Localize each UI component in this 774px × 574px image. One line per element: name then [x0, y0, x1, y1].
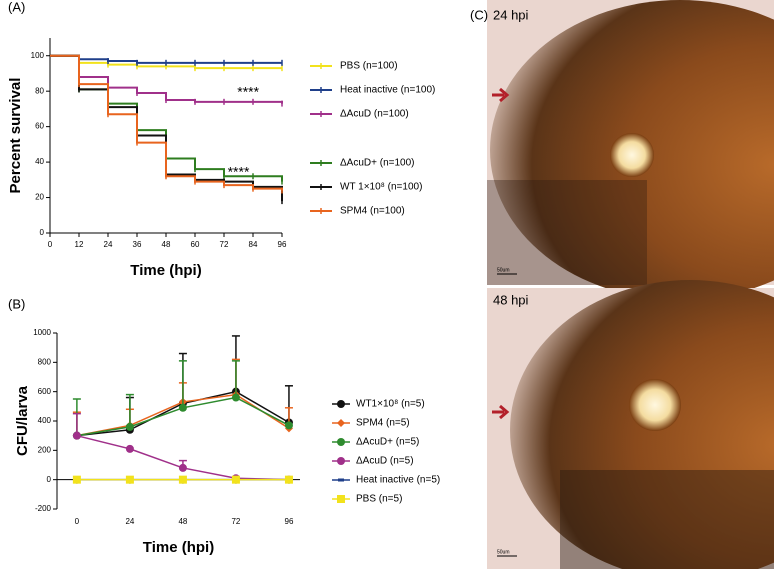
x-tick-label: 48 — [178, 517, 187, 526]
x-tick-label: 0 — [75, 517, 80, 526]
legend-label: WT1×10⁸ (n=5) — [356, 399, 425, 410]
legend-label: Heat inactive (n=100) — [340, 85, 435, 96]
x-tick-label: 24 — [104, 240, 113, 249]
legend-label: ΔAcuD (n=100) — [340, 109, 409, 120]
y-tick-label: 600 — [38, 387, 52, 396]
legend-label: PBS (n=100) — [340, 61, 398, 72]
scale-label: 50um — [497, 267, 510, 273]
point — [231, 475, 240, 484]
annotation: **** — [237, 84, 259, 100]
shadow — [487, 180, 647, 285]
arrow — [492, 404, 510, 420]
legend-label: SPM4 (n=100) — [340, 206, 405, 217]
y-tick-label: 20 — [35, 193, 44, 202]
legend-marker — [337, 438, 345, 446]
x-tick-label: 12 — [75, 240, 84, 249]
legend-label: Heat inactive (n=5) — [356, 475, 440, 486]
arrow — [492, 87, 510, 103]
panel-label: (B) — [8, 296, 25, 311]
y-tick-label: 400 — [38, 416, 52, 425]
point — [231, 393, 240, 402]
point — [72, 475, 81, 484]
legend-marker — [337, 419, 345, 427]
panel-label: (C) — [470, 7, 488, 22]
x-axis-title: Time (hpi) — [130, 262, 201, 279]
panel-c: (C) 24 hpi 48 hpi 50um 50um — [470, 0, 774, 574]
legend-marker — [337, 495, 345, 503]
legend-label: ΔAcuD+ (n=5) — [356, 437, 419, 448]
panel-label: (A) — [8, 0, 25, 14]
point — [178, 403, 187, 412]
x-tick-label: 72 — [231, 517, 240, 526]
y-axis-title: Percent survival — [7, 78, 24, 194]
y-tick-label: 200 — [38, 445, 52, 454]
point — [72, 431, 81, 440]
point — [125, 422, 134, 431]
y-tick-label: 1000 — [33, 328, 51, 337]
y-tick-label: 800 — [38, 357, 52, 366]
legend-label: WT 1×10⁸ (n=100) — [340, 182, 422, 193]
x-tick-label: 96 — [278, 240, 287, 249]
legend-label: SPM4 (n=5) — [356, 418, 410, 429]
y-tick-label: -200 — [35, 504, 52, 513]
y-tick-label: 40 — [35, 157, 44, 166]
x-tick-label: 36 — [133, 240, 142, 249]
scale-label: 50um — [497, 549, 510, 555]
legend-marker — [337, 457, 345, 465]
x-tick-label: 24 — [125, 517, 134, 526]
point — [125, 475, 134, 484]
x-tick-label: 84 — [249, 240, 258, 249]
eye — [610, 133, 654, 177]
image-label: 48 hpi — [493, 292, 529, 307]
shadow — [560, 470, 774, 569]
legend-label: PBS (n=5) — [356, 494, 402, 505]
x-tick-label: 60 — [191, 240, 200, 249]
eye — [629, 379, 681, 431]
y-tick-label: 100 — [31, 51, 45, 60]
annotation: **** — [228, 163, 250, 179]
x-tick-label: 96 — [285, 517, 294, 526]
x-tick-label: 48 — [162, 240, 171, 249]
y-axis-title: CFU/larva — [14, 385, 31, 456]
legend-label: ΔAcuD+ (n=100) — [340, 158, 415, 169]
legend-label: ΔAcuD (n=5) — [356, 456, 414, 467]
point — [125, 444, 134, 453]
y-tick-label: 80 — [35, 86, 44, 95]
series-line — [76, 434, 289, 481]
point — [284, 421, 293, 430]
legend-marker — [337, 400, 345, 408]
survival-line — [50, 54, 283, 104]
x-tick-label: 72 — [220, 240, 229, 249]
x-axis-title: Time (hpi) — [143, 539, 214, 556]
y-tick-label: 0 — [47, 475, 52, 484]
legend-marker — [338, 478, 344, 482]
point — [284, 475, 293, 484]
image-label: 24 hpi — [493, 7, 529, 22]
y-tick-label: 60 — [35, 122, 44, 131]
y-tick-label: 0 — [40, 228, 45, 237]
x-tick-label: 0 — [48, 240, 53, 249]
point — [178, 475, 187, 484]
point — [178, 463, 187, 472]
